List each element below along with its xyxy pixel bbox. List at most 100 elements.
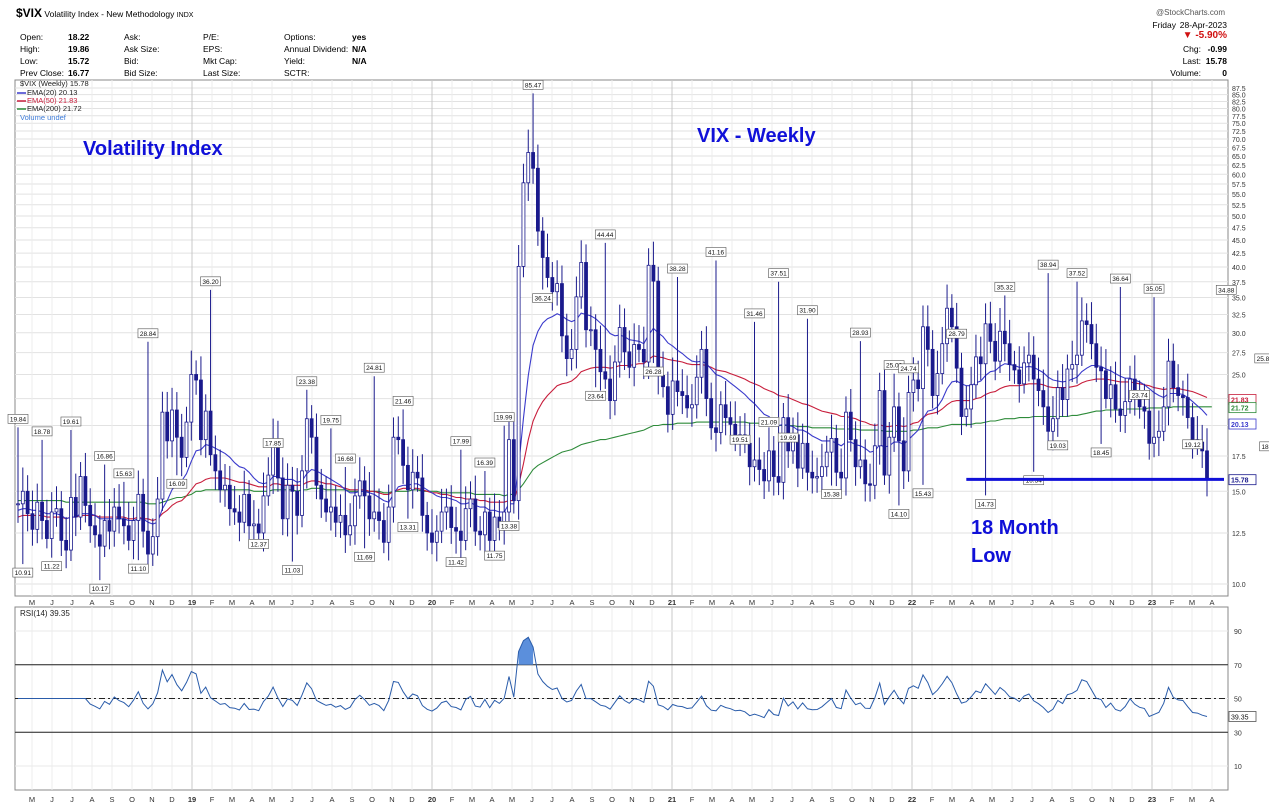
candle <box>718 391 723 445</box>
price-callout-label: 16.68 <box>337 456 354 463</box>
candle-body-up <box>800 442 805 469</box>
candle <box>637 325 641 363</box>
y-tick-label: 85.0 <box>1232 93 1246 100</box>
candle-body-down <box>40 501 44 521</box>
candle-body-up <box>102 520 107 547</box>
price-callout: 19.03 <box>1047 440 1069 451</box>
x-tick-label: O <box>849 598 855 607</box>
quote-header: $VIX Volatility Index - New Methodology … <box>0 0 1269 86</box>
x-tick-label-bottom: O <box>609 795 615 804</box>
price-callout-box <box>445 557 467 567</box>
candle <box>160 391 165 511</box>
candle-body-down <box>1176 387 1181 396</box>
candle-body-up <box>112 506 117 532</box>
candle-body-up <box>526 152 531 184</box>
rsi-grid <box>14 606 1229 791</box>
price-callout-label: 18.45 <box>1093 450 1110 457</box>
candle-body-down <box>44 520 49 539</box>
candle <box>126 502 131 551</box>
candle-body-down <box>141 493 146 532</box>
price-callout-label: 10.17 <box>92 586 109 593</box>
candle-body-down <box>665 386 670 415</box>
price-callout: 11.03 <box>282 565 303 575</box>
candle-body-up <box>781 417 786 483</box>
x-tick-label: S <box>829 598 834 607</box>
candle-body-up <box>1156 430 1161 438</box>
candle-body-down <box>88 505 93 527</box>
candle-body-up <box>251 523 256 527</box>
price-callout-box <box>363 362 385 373</box>
candle <box>1108 366 1113 418</box>
x-tick-label: 23 <box>1148 598 1156 607</box>
candle <box>44 499 49 549</box>
x-tick-label: D <box>409 598 415 607</box>
price-callout-box <box>493 412 515 422</box>
candle-body-up <box>492 516 497 541</box>
candle <box>73 473 78 537</box>
candle-body-down <box>1171 360 1176 389</box>
quote-label: Annual Dividend: <box>284 44 349 54</box>
candle <box>516 244 521 520</box>
price-callout: 11.75 <box>484 550 505 561</box>
price-callout-box <box>585 390 606 401</box>
price-callout: 36.64 <box>1110 273 1131 284</box>
candle-body-down <box>834 438 839 473</box>
candle-body-down <box>1113 384 1118 410</box>
price-plot: 19.84 10.91 18.78 11.22 19.61 10.17 16.86 15.63… <box>7 80 1269 594</box>
quote-value: yes <box>352 32 367 42</box>
candle-body-up <box>1161 406 1166 432</box>
x-tick-label: A <box>249 598 254 607</box>
candle <box>535 144 540 246</box>
price-callout-box <box>474 457 496 468</box>
candle-body-up <box>468 498 473 510</box>
candle-body-up <box>617 327 622 363</box>
price-callout-label: 11.42 <box>448 560 464 567</box>
price-callout: 19.99 <box>493 412 515 422</box>
x-tick-label-bottom: M <box>29 795 35 804</box>
candle-body-down <box>396 436 401 441</box>
y-tick-label: 35.0 <box>1232 296 1246 303</box>
candle <box>434 515 439 562</box>
candle <box>304 389 309 489</box>
quote-label: High: <box>20 44 40 54</box>
price-callout-label: 37.51 <box>770 271 787 278</box>
x-tick-label-bottom: N <box>629 795 634 804</box>
candle-body-up <box>184 421 189 458</box>
candle-body-up <box>372 511 377 520</box>
candle <box>410 449 415 509</box>
price-callout: 17.85 <box>262 438 284 448</box>
candle <box>531 93 535 184</box>
price-callout-box <box>354 551 375 562</box>
candle-body-down <box>651 264 656 282</box>
candle-body-up <box>203 410 208 441</box>
candle <box>69 430 73 561</box>
x-tick-label: M <box>269 598 275 607</box>
x-tick-label: N <box>629 598 634 607</box>
price-callout-label: 12.37 <box>251 541 268 548</box>
x-tick-label-bottom: A <box>89 795 94 804</box>
candle-body-down <box>805 442 810 473</box>
rsi-tick-label: 10 <box>1234 764 1242 771</box>
candle <box>16 427 20 523</box>
candle-body-down <box>232 508 237 513</box>
candle-body-down <box>227 484 232 510</box>
candle <box>579 240 584 309</box>
candle <box>540 217 545 290</box>
price-callout-label: 38.28 <box>669 266 686 273</box>
candle-body-up <box>1022 362 1026 385</box>
candle <box>492 493 497 560</box>
price-callout-label: 19.75 <box>323 417 340 424</box>
candle <box>954 302 959 383</box>
candle-body-up <box>223 484 227 491</box>
candle-body-down <box>988 323 993 342</box>
candle <box>88 488 93 543</box>
y-tick-label: 37.5 <box>1232 280 1246 287</box>
candle <box>815 457 819 493</box>
legend-ema50: EMA(50) 21.83 <box>27 96 77 105</box>
price-callout-label: 17.99 <box>453 439 470 446</box>
price-callout-box <box>94 451 115 461</box>
candle <box>507 420 511 530</box>
price-callout-label: 19.69 <box>780 435 797 442</box>
x-tick-label-bottom: F <box>690 795 695 804</box>
candle-body-down <box>194 374 199 381</box>
